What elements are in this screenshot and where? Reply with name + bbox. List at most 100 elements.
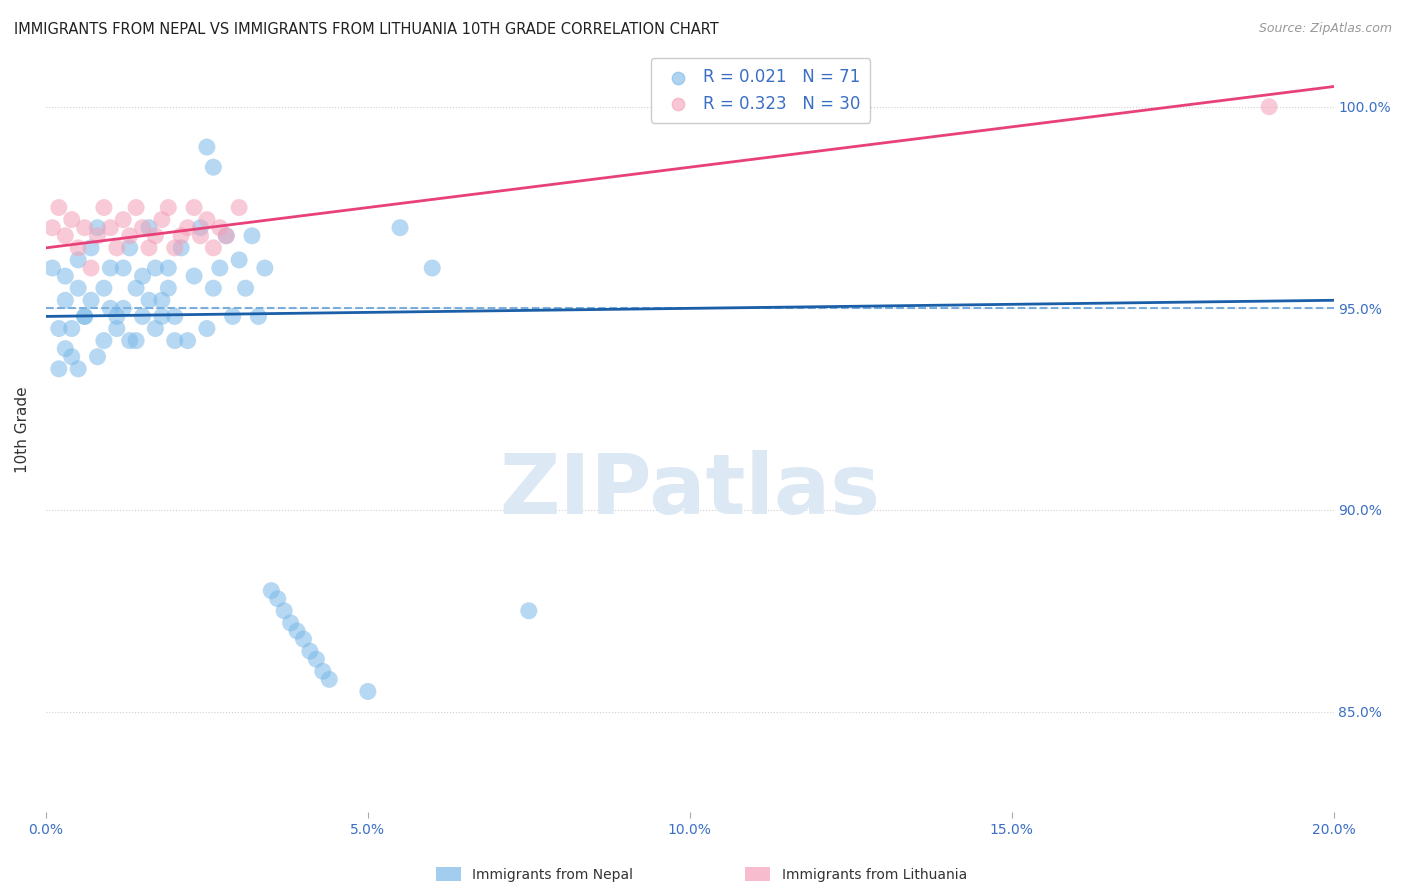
- Point: [215, 228, 238, 243]
- Point: [170, 228, 193, 243]
- Point: [221, 310, 243, 324]
- Point: [60, 321, 83, 335]
- Point: [208, 220, 231, 235]
- Point: [195, 321, 218, 335]
- Point: [67, 252, 90, 267]
- Point: [190, 228, 212, 243]
- Point: [157, 281, 180, 295]
- Point: [105, 321, 128, 335]
- Point: [53, 269, 76, 284]
- Y-axis label: 10th Grade: 10th Grade: [15, 386, 30, 473]
- Point: [138, 293, 160, 308]
- Point: [41, 260, 63, 275]
- Point: [53, 228, 76, 243]
- Point: [305, 652, 328, 666]
- Point: [60, 212, 83, 227]
- Point: [118, 228, 141, 243]
- Point: [86, 220, 108, 235]
- Point: [202, 241, 225, 255]
- Point: [73, 220, 96, 235]
- Point: [67, 281, 90, 295]
- Point: [41, 220, 63, 235]
- Point: [93, 334, 115, 348]
- Point: [420, 260, 443, 275]
- Point: [98, 220, 121, 235]
- Point: [138, 220, 160, 235]
- Point: [125, 334, 148, 348]
- Point: [176, 220, 198, 235]
- Point: [157, 260, 180, 275]
- Point: [228, 252, 250, 267]
- Point: [280, 615, 302, 630]
- Point: [145, 260, 167, 275]
- Text: Immigrants from Lithuania: Immigrants from Lithuania: [782, 868, 967, 882]
- Point: [170, 241, 193, 255]
- Point: [163, 241, 186, 255]
- Point: [273, 604, 295, 618]
- Point: [260, 583, 283, 598]
- Point: [150, 310, 173, 324]
- Point: [118, 241, 141, 255]
- Point: [163, 310, 186, 324]
- Point: [93, 281, 115, 295]
- Point: [389, 220, 412, 235]
- Point: [131, 220, 153, 235]
- Point: [118, 334, 141, 348]
- Point: [312, 665, 335, 679]
- Point: [93, 201, 115, 215]
- Point: [176, 334, 198, 348]
- Point: [105, 241, 128, 255]
- Point: [73, 310, 96, 324]
- Point: [112, 260, 135, 275]
- Text: Source: ZipAtlas.com: Source: ZipAtlas.com: [1258, 22, 1392, 36]
- Point: [98, 260, 121, 275]
- Text: ZIPatlas: ZIPatlas: [499, 450, 880, 531]
- Point: [145, 228, 167, 243]
- Point: [235, 281, 257, 295]
- Point: [73, 310, 96, 324]
- Point: [285, 624, 308, 638]
- Point: [131, 269, 153, 284]
- Legend: R = 0.021   N = 71, R = 0.323   N = 30: R = 0.021 N = 71, R = 0.323 N = 30: [651, 58, 870, 123]
- Point: [228, 201, 250, 215]
- Text: IMMIGRANTS FROM NEPAL VS IMMIGRANTS FROM LITHUANIA 10TH GRADE CORRELATION CHART: IMMIGRANTS FROM NEPAL VS IMMIGRANTS FROM…: [14, 22, 718, 37]
- Point: [48, 321, 70, 335]
- Point: [48, 201, 70, 215]
- Point: [195, 140, 218, 154]
- Point: [190, 220, 212, 235]
- Point: [157, 201, 180, 215]
- Point: [247, 310, 270, 324]
- Point: [112, 212, 135, 227]
- Point: [202, 281, 225, 295]
- Point: [318, 673, 340, 687]
- Point: [98, 301, 121, 316]
- Point: [60, 350, 83, 364]
- Point: [125, 201, 148, 215]
- Point: [80, 293, 103, 308]
- Point: [517, 604, 540, 618]
- Point: [48, 361, 70, 376]
- Point: [253, 260, 276, 275]
- Point: [86, 350, 108, 364]
- Point: [80, 241, 103, 255]
- Point: [80, 260, 103, 275]
- Point: [357, 684, 380, 698]
- Point: [53, 293, 76, 308]
- Point: [183, 269, 205, 284]
- Point: [125, 281, 148, 295]
- Point: [240, 228, 263, 243]
- Point: [86, 228, 108, 243]
- Point: [215, 228, 238, 243]
- Text: Immigrants from Nepal: Immigrants from Nepal: [472, 868, 634, 882]
- Point: [298, 644, 321, 658]
- Point: [138, 241, 160, 255]
- Point: [131, 310, 153, 324]
- Point: [1258, 100, 1281, 114]
- Point: [150, 212, 173, 227]
- Point: [53, 342, 76, 356]
- Point: [112, 301, 135, 316]
- Point: [195, 212, 218, 227]
- Point: [183, 201, 205, 215]
- Point: [67, 241, 90, 255]
- Point: [202, 160, 225, 174]
